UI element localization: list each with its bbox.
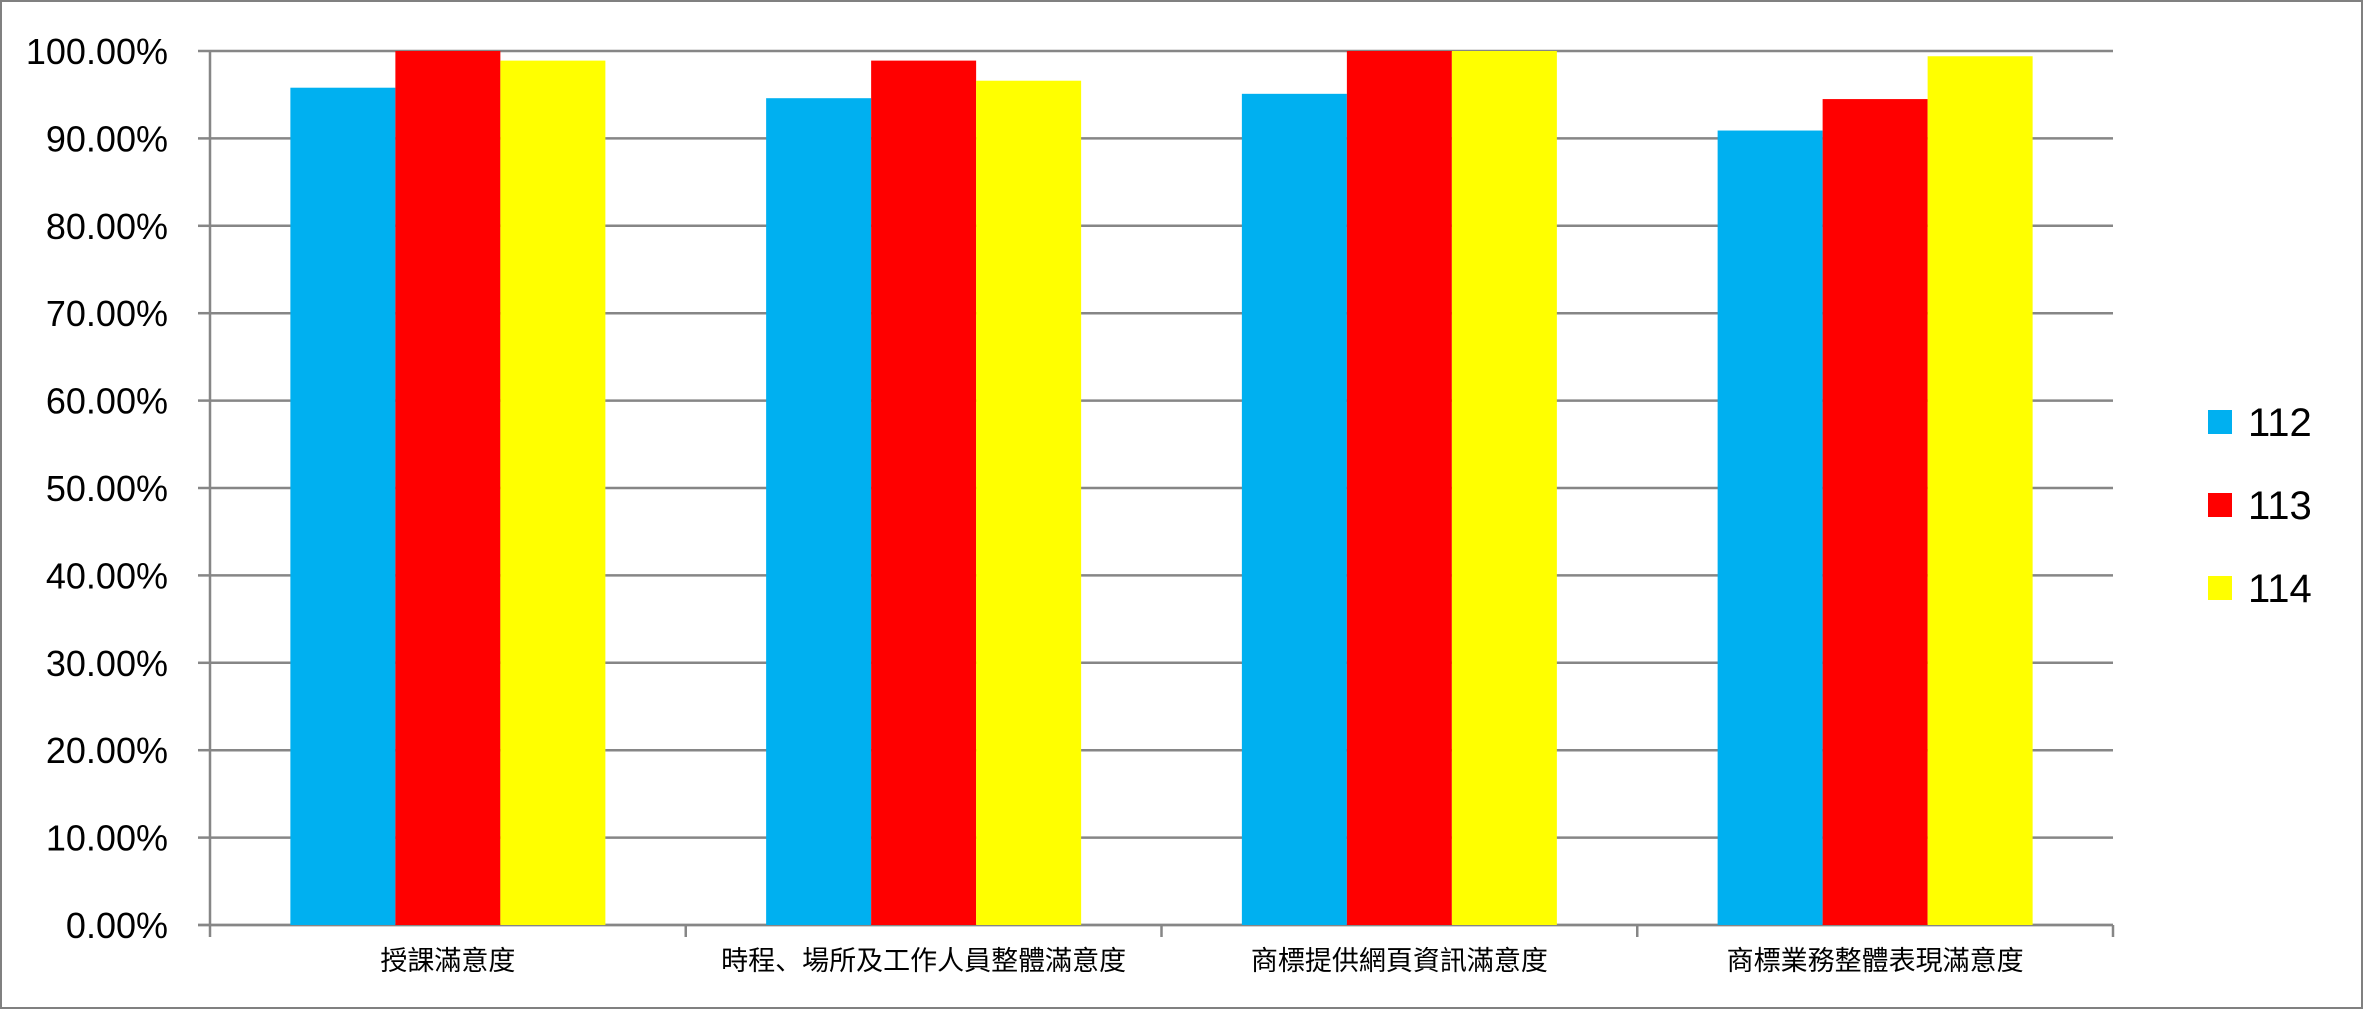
y-tick-label: 50.00% [46,468,168,509]
y-tick-label: 20.00% [46,730,168,771]
legend-swatch-112 [2208,410,2232,434]
x-category-label: 授課滿意度 [380,946,515,977]
x-category-label: 時程、場所及工作人員整體滿意度 [721,946,1126,977]
y-tick-label: 80.00% [46,206,168,247]
y-tick-label: 0.00% [66,905,168,946]
y-tick-label: 10.00% [46,818,168,859]
legend-label-114: 114 [2248,567,2312,611]
bar-114-3 [1451,51,1557,925]
x-category-label: 商標業務整體表現滿意度 [1727,946,2024,977]
bar-114-4 [1927,56,2033,925]
bar-112-3 [1241,93,1347,926]
x-category-label: 商標提供網頁資訊滿意度 [1251,946,1548,977]
bar-113-2 [871,60,977,925]
bar-113-4 [1822,99,1928,925]
bar-114-1 [500,60,606,925]
y-tick-label: 90.00% [46,118,168,159]
legend-label-112: 112 [2248,401,2312,445]
y-tick-label: 100.00% [26,31,168,72]
bar-112-2 [766,98,872,926]
bar-113-1 [395,51,501,925]
y-tick-label: 40.00% [46,555,168,596]
y-tick-label: 60.00% [46,381,168,422]
legend-swatch-113 [2208,493,2232,517]
legend-swatch-114 [2208,576,2232,600]
bar-112-4 [1717,130,1823,925]
bar-113-3 [1346,51,1452,925]
bar-114-2 [976,80,1082,925]
y-tick-label: 30.00% [46,643,168,684]
y-tick-label: 70.00% [46,293,168,334]
legend-label-113: 113 [2248,484,2312,528]
bar-112-1 [290,87,396,925]
